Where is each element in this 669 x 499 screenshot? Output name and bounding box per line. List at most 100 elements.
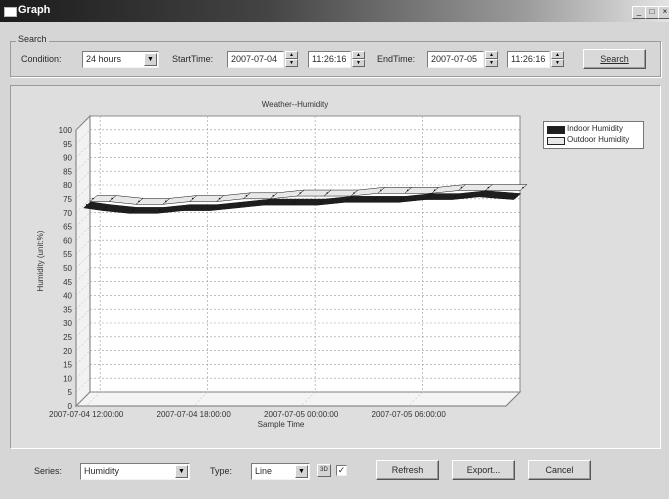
search-group bbox=[10, 41, 661, 77]
outdoor-humidity-point bbox=[218, 197, 221, 200]
condition-value: 24 hours bbox=[86, 54, 122, 64]
outdoor-humidity-point bbox=[299, 192, 302, 194]
three-d-button[interactable]: 3D bbox=[317, 464, 331, 477]
minimize-button[interactable]: _ bbox=[632, 6, 646, 19]
end-date-spinner[interactable]: ▲ ▼ bbox=[485, 51, 498, 68]
grid-line-depth bbox=[75, 281, 91, 296]
grid-line-depth bbox=[75, 336, 91, 351]
outdoor-humidity-point bbox=[138, 200, 140, 203]
outdoor-humidity-point bbox=[433, 189, 436, 192]
grid-line-depth bbox=[75, 364, 91, 379]
outdoor-humidity-point bbox=[380, 189, 382, 192]
outdoor-humidity-point bbox=[487, 186, 490, 189]
grid-line-depth bbox=[75, 198, 91, 213]
three-d-checkbox[interactable]: ✓ bbox=[336, 465, 347, 476]
grid-line-depth bbox=[75, 129, 91, 144]
end-time-spinner[interactable]: ▲ ▼ bbox=[551, 51, 564, 68]
grid-line-depth bbox=[75, 171, 91, 186]
export-button[interactable]: Export... bbox=[452, 460, 515, 480]
series-value: Humidity bbox=[84, 466, 120, 476]
y-tick-label: 60 bbox=[63, 236, 72, 245]
grid-line-depth bbox=[75, 115, 91, 131]
spin-up-icon[interactable]: ▲ bbox=[485, 51, 498, 59]
y-tick-label: 25 bbox=[63, 333, 72, 342]
outdoor-humidity-point bbox=[111, 197, 113, 200]
outdoor-humidity-point bbox=[353, 192, 355, 194]
spin-down-icon[interactable]: ▼ bbox=[485, 59, 498, 67]
outdoor-humidity-point bbox=[326, 192, 328, 194]
indoor-humidity-point bbox=[212, 206, 215, 209]
y-tick-label: 35 bbox=[63, 305, 72, 314]
y-tick-label: 55 bbox=[63, 250, 72, 259]
indoor-humidity-point bbox=[293, 201, 295, 203]
outdoor-humidity-point bbox=[272, 195, 275, 197]
spin-up-icon[interactable]: ▲ bbox=[551, 51, 564, 59]
chevron-down-icon[interactable]: ▼ bbox=[175, 465, 188, 478]
grid-line-depth bbox=[75, 267, 91, 282]
series-select[interactable]: Humidity ▼ bbox=[80, 463, 190, 480]
y-axis-label: Humidity (unit:%) bbox=[36, 230, 45, 291]
condition-select[interactable]: 24 hours ▼ bbox=[82, 51, 159, 68]
y-tick-label: 75 bbox=[63, 195, 72, 204]
y-tick-label: 70 bbox=[63, 209, 72, 218]
outdoor-humidity-point bbox=[191, 197, 194, 200]
cancel-button[interactable]: Cancel bbox=[528, 460, 591, 480]
type-value: Line bbox=[255, 466, 273, 476]
chevron-down-icon[interactable]: ▼ bbox=[295, 465, 308, 478]
type-select[interactable]: Line ▼ bbox=[251, 463, 310, 480]
grid-line-depth bbox=[75, 350, 91, 365]
spin-down-icon[interactable]: ▼ bbox=[352, 59, 365, 67]
start-time-field[interactable]: 11:26:16 bbox=[308, 51, 351, 68]
y-tick-label: 0 bbox=[68, 402, 73, 411]
indoor-humidity-point bbox=[346, 198, 349, 201]
y-tick-label: 50 bbox=[63, 264, 72, 273]
grid-line-depth bbox=[75, 240, 91, 255]
legend-label-outdoor: Outdoor Humidity bbox=[567, 135, 630, 144]
start-date-spinner[interactable]: ▲ ▼ bbox=[285, 51, 298, 68]
end-time-field[interactable]: 11:26:16 bbox=[507, 51, 550, 68]
grid-line-depth bbox=[75, 157, 91, 172]
indoor-humidity-point bbox=[454, 195, 456, 198]
start-date-field[interactable]: 2007-07-04 bbox=[227, 51, 284, 68]
start-time-label: StartTime: bbox=[172, 54, 214, 64]
series-label: Series: bbox=[34, 466, 63, 476]
spin-down-icon[interactable]: ▼ bbox=[285, 59, 298, 67]
y-tick-label: 80 bbox=[63, 181, 72, 190]
legend-swatch-indoor bbox=[547, 126, 565, 134]
indoor-humidity-segment bbox=[478, 190, 522, 200]
indoor-humidity-point bbox=[85, 204, 88, 206]
x-axis-label: Sample Time bbox=[258, 420, 305, 429]
indoor-humidity-point bbox=[515, 195, 518, 198]
indoor-humidity-point bbox=[266, 201, 268, 203]
indoor-humidity-point bbox=[239, 204, 241, 206]
search-button[interactable]: Search bbox=[583, 49, 646, 69]
indoor-humidity-point bbox=[185, 206, 188, 209]
end-time-label: EndTime: bbox=[377, 54, 416, 64]
maximize-button[interactable]: □ bbox=[645, 6, 659, 19]
y-tick-label: 5 bbox=[68, 388, 73, 397]
window-icon bbox=[4, 7, 17, 17]
x-tick-label: 2007-07-05 00:00:00 bbox=[264, 410, 339, 419]
grid-line-floor bbox=[193, 391, 208, 407]
x-tick-label: 2007-07-04 12:00:00 bbox=[49, 410, 124, 419]
spin-up-icon[interactable]: ▲ bbox=[352, 51, 365, 59]
spin-down-icon[interactable]: ▼ bbox=[551, 59, 564, 67]
close-button[interactable]: × bbox=[658, 6, 669, 19]
y-tick-label: 20 bbox=[63, 347, 72, 356]
y-tick-label: 15 bbox=[63, 361, 72, 370]
refresh-button[interactable]: Refresh bbox=[376, 460, 439, 480]
type-label: Type: bbox=[210, 466, 233, 476]
indoor-humidity-point bbox=[158, 209, 161, 212]
grid-line-depth bbox=[75, 184, 91, 200]
chevron-down-icon[interactable]: ▼ bbox=[144, 53, 157, 66]
title-bar[interactable]: Graph _ □ × bbox=[0, 0, 669, 22]
end-date-field[interactable]: 2007-07-05 bbox=[427, 51, 484, 68]
grid-line-depth bbox=[75, 253, 91, 269]
spin-up-icon[interactable]: ▲ bbox=[285, 51, 298, 59]
indoor-humidity-point bbox=[105, 206, 107, 209]
y-tick-label: 95 bbox=[63, 140, 72, 149]
start-time-spinner[interactable]: ▲ ▼ bbox=[352, 51, 365, 68]
humidity-chart: Weather--Humidity 0 5 10 15 20 25 30 35 40 45 50 55 6… bbox=[36, 100, 528, 429]
y-tick-label: 45 bbox=[63, 278, 72, 287]
